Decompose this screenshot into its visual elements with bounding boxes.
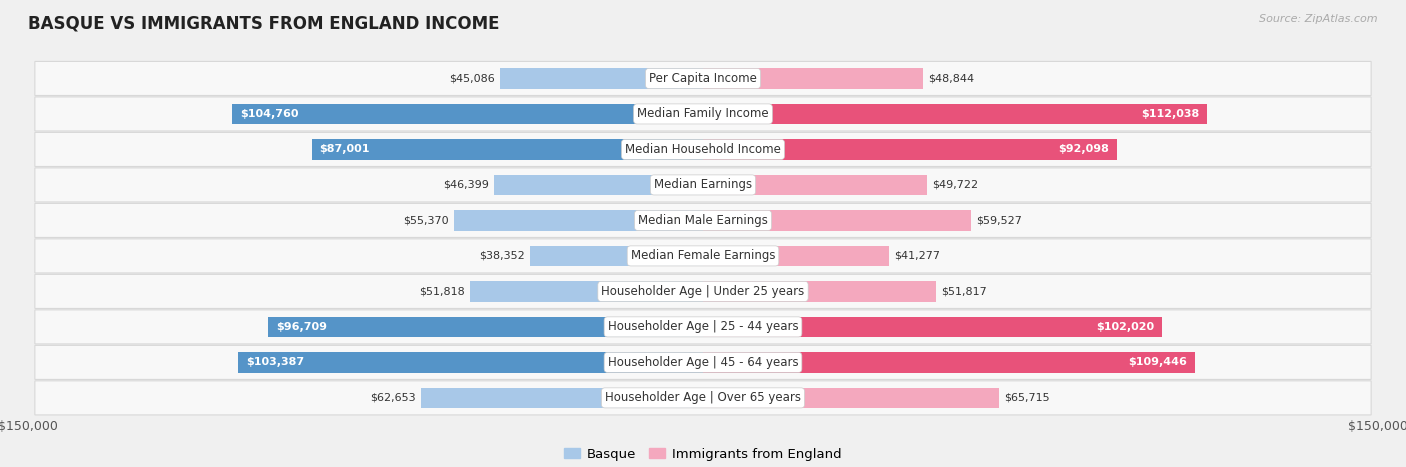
- Text: $51,817: $51,817: [942, 286, 987, 297]
- Text: Source: ZipAtlas.com: Source: ZipAtlas.com: [1260, 14, 1378, 24]
- FancyBboxPatch shape: [35, 381, 1371, 415]
- Text: $109,446: $109,446: [1129, 357, 1187, 368]
- Text: $46,399: $46,399: [443, 180, 489, 190]
- Text: Householder Age | 25 - 44 years: Householder Age | 25 - 44 years: [607, 320, 799, 333]
- Text: $55,370: $55,370: [404, 215, 449, 226]
- Text: $45,086: $45,086: [449, 73, 495, 84]
- FancyBboxPatch shape: [35, 275, 1371, 308]
- Bar: [501, 68, 703, 89]
- FancyBboxPatch shape: [35, 239, 1371, 273]
- Bar: [269, 317, 703, 337]
- Bar: [703, 246, 889, 266]
- Bar: [422, 388, 703, 408]
- Text: BASQUE VS IMMIGRANTS FROM ENGLAND INCOME: BASQUE VS IMMIGRANTS FROM ENGLAND INCOME: [28, 14, 499, 32]
- Bar: [703, 139, 1118, 160]
- Text: $41,277: $41,277: [894, 251, 941, 261]
- FancyBboxPatch shape: [35, 97, 1371, 131]
- Bar: [495, 175, 703, 195]
- Text: $59,527: $59,527: [976, 215, 1022, 226]
- Text: Median Male Earnings: Median Male Earnings: [638, 214, 768, 227]
- Bar: [703, 210, 970, 231]
- Text: Householder Age | Under 25 years: Householder Age | Under 25 years: [602, 285, 804, 298]
- Text: Median Earnings: Median Earnings: [654, 178, 752, 191]
- Text: Median Household Income: Median Household Income: [626, 143, 780, 156]
- Bar: [703, 68, 922, 89]
- Bar: [703, 388, 998, 408]
- Text: $103,387: $103,387: [246, 357, 304, 368]
- Bar: [238, 352, 703, 373]
- Bar: [703, 281, 936, 302]
- Text: $96,709: $96,709: [276, 322, 328, 332]
- FancyBboxPatch shape: [35, 346, 1371, 379]
- Text: $49,722: $49,722: [932, 180, 979, 190]
- Text: $104,760: $104,760: [240, 109, 298, 119]
- Text: $92,098: $92,098: [1059, 144, 1109, 155]
- Text: Householder Age | Over 65 years: Householder Age | Over 65 years: [605, 391, 801, 404]
- Bar: [470, 281, 703, 302]
- Bar: [703, 104, 1208, 124]
- FancyBboxPatch shape: [35, 310, 1371, 344]
- Bar: [703, 175, 927, 195]
- Text: $102,020: $102,020: [1095, 322, 1154, 332]
- Text: Per Capita Income: Per Capita Income: [650, 72, 756, 85]
- Bar: [232, 104, 703, 124]
- FancyBboxPatch shape: [35, 133, 1371, 166]
- Text: $48,844: $48,844: [928, 73, 974, 84]
- Text: $62,653: $62,653: [370, 393, 416, 403]
- Text: Median Family Income: Median Family Income: [637, 107, 769, 120]
- Text: $87,001: $87,001: [319, 144, 370, 155]
- Bar: [530, 246, 703, 266]
- FancyBboxPatch shape: [35, 204, 1371, 237]
- Bar: [703, 352, 1195, 373]
- Text: $112,038: $112,038: [1140, 109, 1199, 119]
- Text: $65,715: $65,715: [1004, 393, 1050, 403]
- Bar: [312, 139, 703, 160]
- Bar: [454, 210, 703, 231]
- Text: $38,352: $38,352: [479, 251, 524, 261]
- FancyBboxPatch shape: [35, 62, 1371, 95]
- Legend: Basque, Immigrants from England: Basque, Immigrants from England: [560, 442, 846, 466]
- FancyBboxPatch shape: [35, 168, 1371, 202]
- Text: Median Female Earnings: Median Female Earnings: [631, 249, 775, 262]
- Text: $51,818: $51,818: [419, 286, 464, 297]
- Text: Householder Age | 45 - 64 years: Householder Age | 45 - 64 years: [607, 356, 799, 369]
- Bar: [703, 317, 1161, 337]
